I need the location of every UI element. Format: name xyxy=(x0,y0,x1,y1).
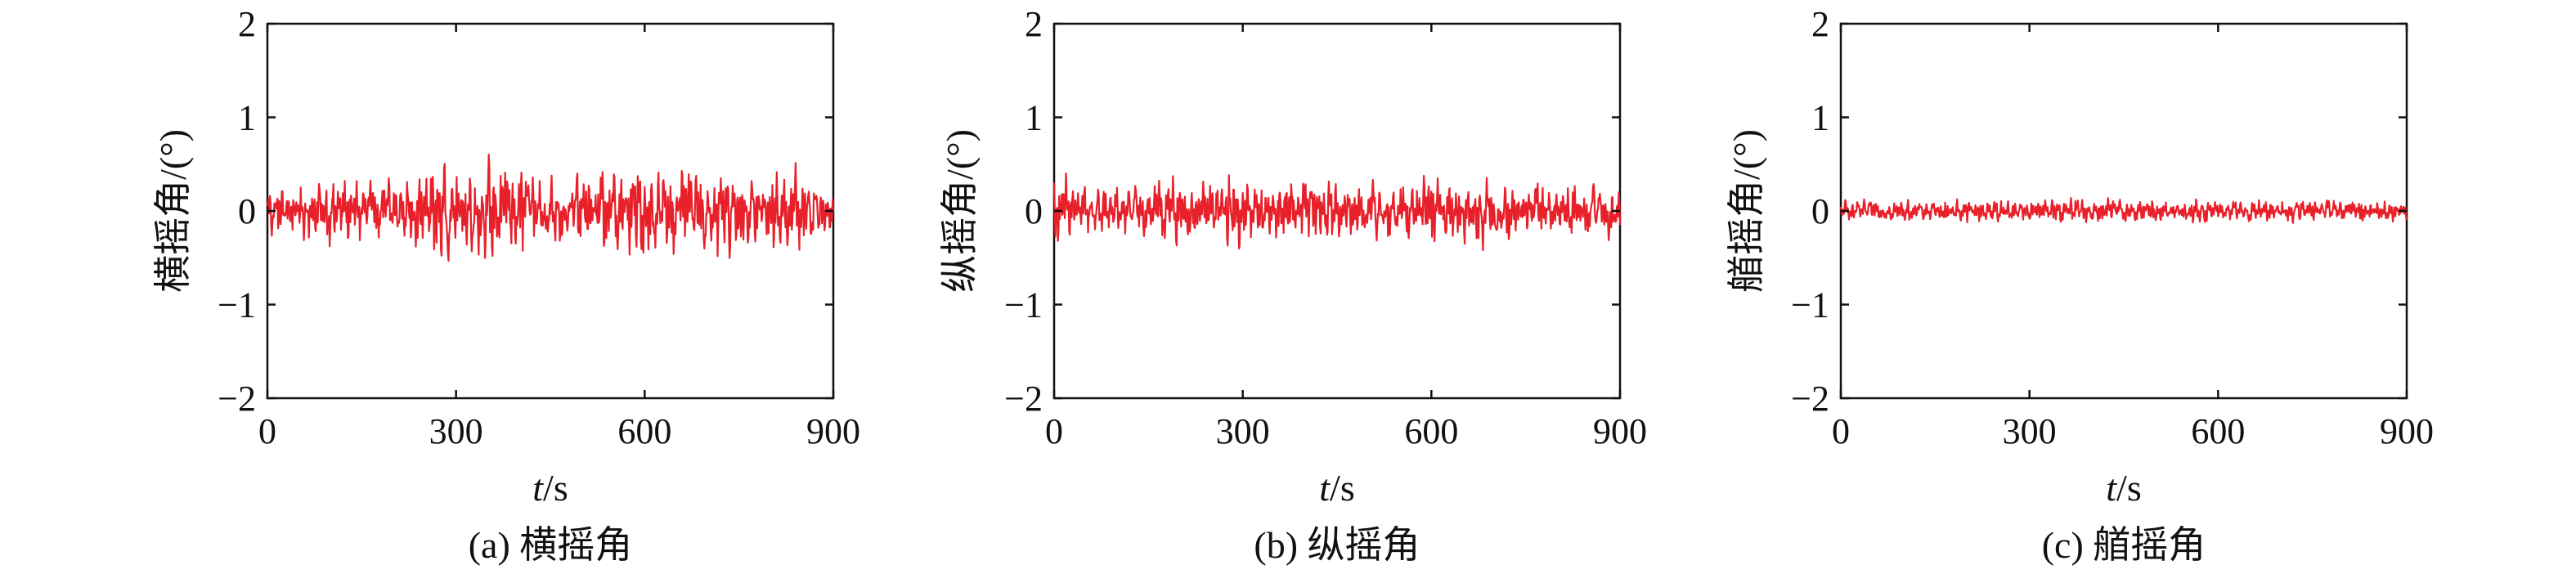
series-line xyxy=(1052,172,1622,252)
series-line xyxy=(266,153,835,262)
panel-caption: (a) 横摇角 xyxy=(469,524,633,566)
x-tick-label: 900 xyxy=(1593,411,1647,451)
x-axis-label: t/s xyxy=(1319,467,1354,509)
x-tick-label: 0 xyxy=(258,411,276,451)
y-tick-label: 0 xyxy=(1025,191,1043,231)
y-tick-label: −1 xyxy=(218,285,256,325)
x-tick-label: 300 xyxy=(2003,411,2057,451)
y-tick-label: −2 xyxy=(1791,379,1829,419)
x-axis-label-unit: /s xyxy=(2116,467,2142,509)
panel-caption: (b) 纵摇角 xyxy=(1254,524,1420,566)
x-axis-label: t/s xyxy=(2106,467,2141,509)
series-line xyxy=(1839,196,2408,224)
chart-panel-1: −2 −1 0 1 2 0 300 600 900 t/s 横摇角/(°) (a) 横摇角 xyxy=(152,4,860,566)
y-axis-label: 艏摇角/(°) xyxy=(1726,129,1767,293)
y-tick-label: 2 xyxy=(238,4,256,44)
chart-panel-2: −2 −1 0 1 2 0 300 600 900 t/s 纵摇角/(°) (b) 纵摇角 xyxy=(939,4,1647,566)
y-axis-label: 横摇角/(°) xyxy=(152,129,194,293)
y-tick-label: 0 xyxy=(1811,191,1829,231)
x-tick-label: 900 xyxy=(806,411,860,451)
x-axis-label-variable: t xyxy=(2106,467,2117,509)
y-tick-label: −1 xyxy=(1791,285,1829,325)
y-tick-label: 1 xyxy=(1025,98,1043,138)
x-tick-label: 600 xyxy=(2191,411,2245,451)
y-tick-label: −2 xyxy=(218,379,256,419)
y-tick-label: 2 xyxy=(1025,4,1043,44)
y-tick-label: −1 xyxy=(1004,285,1043,325)
panel-caption: (c) 艏摇角 xyxy=(2042,524,2206,566)
x-tick-label: 300 xyxy=(429,411,483,451)
x-axis-label-variable: t xyxy=(532,467,544,509)
x-axis-label: t/s xyxy=(532,467,568,509)
y-tick-label: −2 xyxy=(1004,379,1043,419)
x-tick-label: 0 xyxy=(1045,411,1063,451)
x-axis-label-variable: t xyxy=(1319,467,1331,509)
x-tick-label: 600 xyxy=(617,411,671,451)
x-axis-label-unit: /s xyxy=(1330,467,1355,509)
y-tick-label: 0 xyxy=(238,191,256,231)
x-tick-label: 300 xyxy=(1216,411,1270,451)
y-tick-label: 2 xyxy=(1811,4,1829,44)
x-tick-label: 600 xyxy=(1404,411,1458,451)
x-tick-label: 900 xyxy=(2380,411,2434,451)
x-tick-label: 0 xyxy=(1832,411,1850,451)
chart-panel-3: −2 −1 0 1 2 0 300 600 900 t/s 艏摇角/(°) (c) 艏摇角 xyxy=(1726,4,2434,566)
y-tick-label: 1 xyxy=(238,98,256,138)
x-axis-label-unit: /s xyxy=(543,467,568,509)
y-axis-label: 纵摇角/(°) xyxy=(939,129,981,293)
y-tick-label: 1 xyxy=(1811,98,1829,138)
